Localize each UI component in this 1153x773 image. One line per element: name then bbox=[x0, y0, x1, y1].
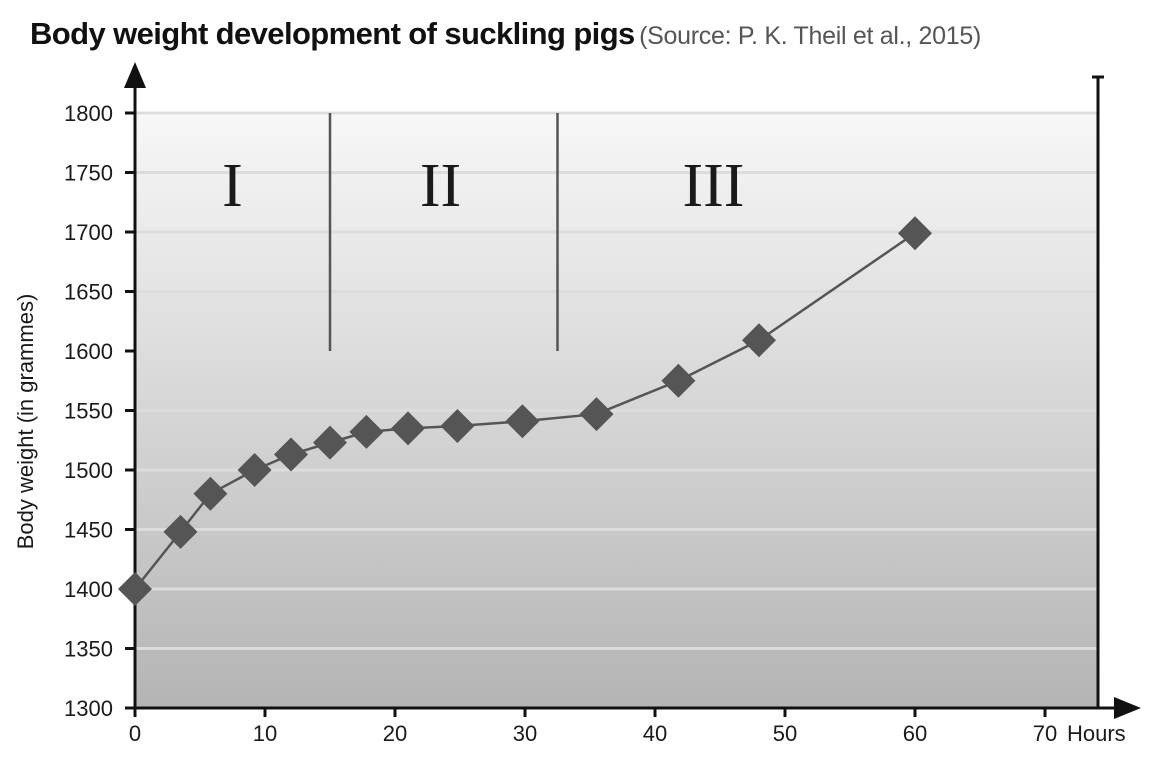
data-point-11 bbox=[579, 397, 614, 432]
data-point-8 bbox=[391, 411, 425, 446]
data-point-5 bbox=[274, 437, 308, 472]
y-axis-arrow bbox=[124, 62, 146, 88]
y-tick-label-1550: 1550 bbox=[64, 399, 113, 424]
x-axis-arrow bbox=[1114, 697, 1141, 719]
y-tick-label-1700: 1700 bbox=[64, 220, 113, 245]
x-axis-title: Hours bbox=[1067, 721, 1126, 746]
data-point-14 bbox=[898, 216, 932, 251]
x-tick-label-60: 60 bbox=[903, 721, 927, 746]
y-tick-label-1500: 1500 bbox=[64, 458, 113, 483]
phase-label-II: II bbox=[420, 152, 461, 220]
y-tick-label-1400: 1400 bbox=[64, 577, 113, 602]
y-tick-label-1300: 1300 bbox=[64, 696, 113, 721]
y-axis-title: Body weight (in grammes) bbox=[13, 294, 38, 550]
data-point-10 bbox=[505, 404, 540, 439]
gridlines bbox=[135, 111, 1098, 650]
data-point-3 bbox=[193, 476, 228, 511]
phase-label-III: III bbox=[683, 152, 745, 220]
x-tick-label-30: 30 bbox=[513, 721, 537, 746]
data-point-1 bbox=[118, 572, 152, 606]
x-axis-ticks: 0 10 20 30 40 50 60 70 bbox=[129, 708, 1057, 746]
y-axis-ticks: 1300 1350 1400 1450 1500 1550 1600 1650 1700 1750… bbox=[64, 101, 135, 721]
data-point-2 bbox=[163, 514, 198, 549]
y-tick-label-1350: 1350 bbox=[64, 637, 113, 662]
chart-source: (Source: P. K. Theil et al., 2015) bbox=[639, 22, 981, 50]
data-point-6 bbox=[313, 425, 347, 460]
chart-title-main: Body weight development of suckling pigs bbox=[30, 16, 635, 51]
x-tick-label-50: 50 bbox=[773, 721, 797, 746]
y-tick-label-1600: 1600 bbox=[64, 339, 113, 364]
phase-dividers bbox=[328, 113, 559, 351]
data-point-9 bbox=[440, 408, 475, 443]
data-series bbox=[118, 216, 932, 606]
x-tick-label-0: 0 bbox=[129, 721, 141, 746]
data-point-4 bbox=[237, 453, 272, 487]
y-tick-label-1750: 1750 bbox=[64, 161, 113, 186]
y-tick-label-1450: 1450 bbox=[64, 518, 113, 543]
y-tick-label-1650: 1650 bbox=[64, 280, 113, 305]
x-tick-label-70: 70 bbox=[1033, 721, 1057, 746]
chart-title: Body weight development of suckling pigs… bbox=[30, 16, 981, 52]
x-tick-label-40: 40 bbox=[643, 721, 667, 746]
y-tick-label-1800: 1800 bbox=[64, 101, 113, 126]
phase-label-I: I bbox=[222, 152, 243, 220]
data-point-13 bbox=[742, 323, 776, 358]
x-tick-label-20: 20 bbox=[383, 721, 407, 746]
x-tick-label-10: 10 bbox=[253, 721, 277, 746]
data-point-12 bbox=[661, 363, 696, 398]
data-point-7 bbox=[349, 414, 384, 449]
phase-labels: I II III bbox=[222, 152, 744, 220]
